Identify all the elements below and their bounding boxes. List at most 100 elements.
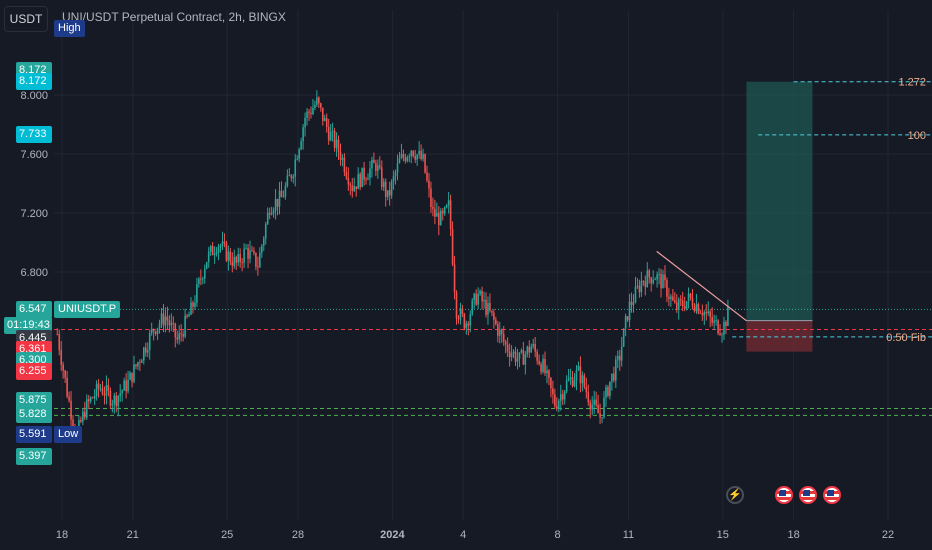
candle-body bbox=[64, 370, 66, 378]
candle-body bbox=[593, 399, 595, 405]
fib-level: 1.272 bbox=[793, 77, 932, 89]
candle bbox=[202, 276, 204, 285]
candle bbox=[62, 361, 64, 379]
candle bbox=[422, 148, 424, 162]
candle-body bbox=[361, 167, 363, 188]
candle bbox=[648, 268, 651, 284]
candle bbox=[434, 199, 436, 225]
candle bbox=[581, 371, 584, 392]
candle-body bbox=[479, 290, 481, 294]
candle-body bbox=[200, 278, 202, 280]
candle-body bbox=[668, 296, 670, 299]
candle-body bbox=[382, 181, 385, 188]
candle bbox=[184, 308, 186, 339]
candle-body bbox=[288, 175, 291, 177]
candle-body bbox=[618, 356, 621, 361]
candle-body bbox=[685, 301, 688, 309]
candle-body bbox=[557, 400, 560, 409]
us-flag-icon[interactable] bbox=[799, 486, 817, 504]
candle bbox=[386, 190, 389, 201]
price-tag: 7.733 bbox=[16, 126, 52, 144]
candle bbox=[467, 321, 470, 336]
candle-body bbox=[367, 178, 369, 180]
candle-body bbox=[420, 150, 422, 160]
candle bbox=[270, 206, 273, 216]
us-flag-icon[interactable] bbox=[823, 486, 841, 504]
candle-body bbox=[408, 156, 411, 158]
stop-zone bbox=[746, 320, 813, 352]
candle-body bbox=[508, 351, 511, 357]
candle bbox=[552, 380, 554, 404]
candle bbox=[567, 369, 570, 382]
candle-body bbox=[709, 311, 712, 318]
candle bbox=[135, 363, 137, 370]
candle-body bbox=[691, 297, 694, 307]
currency-button[interactable]: USDT bbox=[4, 6, 48, 32]
candle bbox=[156, 327, 159, 341]
candle-body bbox=[337, 139, 340, 152]
candle bbox=[266, 207, 269, 226]
lightning-icon[interactable]: ⚡ bbox=[726, 486, 744, 504]
candle-body bbox=[318, 97, 320, 104]
candle-body bbox=[141, 360, 143, 363]
candle-body bbox=[675, 302, 678, 311]
candle bbox=[95, 380, 98, 401]
candle bbox=[508, 343, 511, 367]
candle bbox=[583, 373, 586, 390]
candle bbox=[589, 399, 592, 419]
candle bbox=[60, 341, 63, 371]
candle bbox=[475, 289, 477, 306]
candle bbox=[274, 188, 277, 220]
candle bbox=[162, 304, 165, 333]
candle-body bbox=[719, 333, 721, 335]
candle bbox=[288, 168, 291, 177]
candle bbox=[200, 269, 202, 286]
fib-label: 1.272 bbox=[898, 77, 926, 89]
candle bbox=[654, 277, 656, 281]
candle bbox=[105, 375, 108, 405]
candle-body bbox=[355, 186, 358, 189]
candle-body bbox=[528, 346, 531, 353]
candle-body bbox=[390, 181, 393, 196]
candle bbox=[721, 332, 723, 343]
high-label: High bbox=[54, 20, 85, 37]
candle-body bbox=[135, 364, 137, 367]
candle bbox=[85, 394, 88, 421]
price-tag: 6.547 bbox=[16, 301, 52, 319]
candle-body bbox=[247, 247, 249, 259]
candle-body bbox=[469, 314, 472, 326]
candle bbox=[304, 112, 306, 137]
candle bbox=[280, 181, 283, 198]
candle bbox=[459, 302, 462, 325]
candle-body bbox=[396, 163, 399, 173]
candle-body bbox=[449, 200, 452, 230]
y-tick-label: 8.000 bbox=[20, 90, 48, 102]
candle bbox=[286, 169, 289, 188]
candle bbox=[188, 311, 190, 317]
candle bbox=[493, 309, 495, 329]
candle-body bbox=[101, 388, 104, 395]
candle bbox=[522, 341, 525, 365]
candle bbox=[170, 313, 173, 331]
candle-body bbox=[158, 323, 161, 328]
candle bbox=[672, 289, 674, 302]
candle bbox=[477, 287, 479, 310]
x-tick-label: 22 bbox=[882, 529, 894, 541]
candle-body bbox=[497, 324, 499, 336]
candle-body bbox=[471, 300, 474, 315]
candle bbox=[457, 315, 460, 324]
candle bbox=[530, 343, 533, 353]
us-flag-icon[interactable] bbox=[775, 486, 793, 504]
candle-body bbox=[343, 157, 346, 173]
candle bbox=[213, 246, 216, 264]
candle-body bbox=[725, 321, 727, 327]
price-tag: 6.255 bbox=[16, 362, 52, 380]
candle-body bbox=[365, 179, 367, 181]
candle bbox=[483, 291, 485, 309]
candle bbox=[66, 370, 68, 399]
candle bbox=[563, 389, 566, 405]
candle-body bbox=[644, 281, 647, 287]
candle bbox=[662, 269, 664, 289]
candle-body bbox=[58, 334, 61, 351]
